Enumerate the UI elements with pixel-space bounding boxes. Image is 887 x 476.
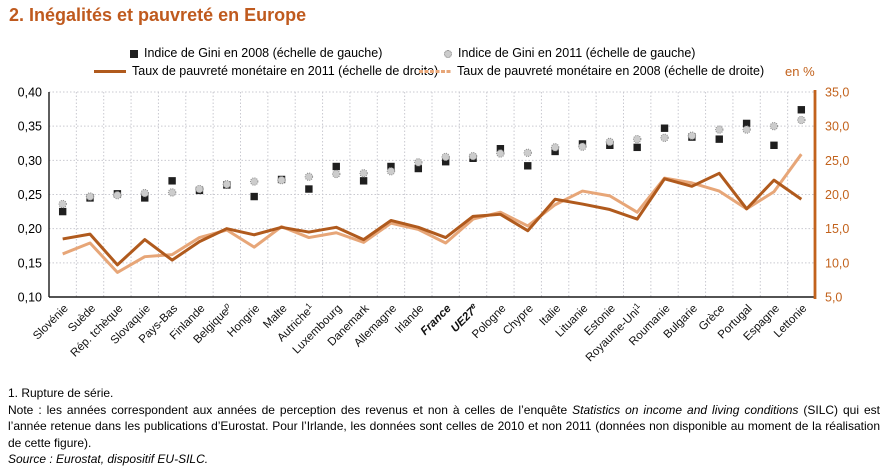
gini-2011-marker bbox=[58, 199, 67, 209]
figure-title: 2. Inégalités et pauvreté en Europe bbox=[9, 5, 307, 25]
gini-2011-marker bbox=[113, 190, 122, 200]
gini-2011-marker bbox=[414, 158, 423, 167]
note-text-prefix: Note : les années correspondent aux anné… bbox=[8, 402, 573, 417]
gini-2008-marker bbox=[770, 141, 778, 149]
gini-2008-marker bbox=[305, 185, 313, 193]
poverty-2008-line-icon bbox=[419, 70, 451, 74]
left-axis-tick: 0,25 bbox=[18, 188, 42, 202]
gini-2011-marker bbox=[140, 188, 149, 198]
gini-2011-marker bbox=[742, 125, 751, 134]
gini-2011-marker bbox=[277, 175, 286, 185]
gini-2008-marker bbox=[496, 145, 505, 153]
left-axis-tick: 0,40 bbox=[18, 86, 42, 100]
gini-2011-marker bbox=[523, 148, 532, 158]
gini-2011-marker bbox=[304, 172, 314, 181]
note-text-suffix: (SILC) qui est l’année retenue dans les … bbox=[8, 402, 880, 450]
left-axis-tick: 0,35 bbox=[18, 120, 42, 134]
gini-2008-marker bbox=[660, 124, 669, 132]
gini-2011-marker bbox=[441, 152, 450, 162]
gini-2011-marker bbox=[769, 121, 779, 131]
gini-2008-marker bbox=[441, 158, 450, 166]
legend-label-gini-2011: Indice de Gini en 2011 (échelle de gauch… bbox=[458, 46, 696, 60]
gini-2011-marker bbox=[550, 143, 560, 152]
gini-2011-marker bbox=[797, 115, 806, 125]
gini-2011-circle-icon bbox=[444, 49, 452, 58]
legend-item-gini-2011: Indice de Gini en 2011 (échelle de gauch… bbox=[444, 46, 695, 60]
x-axis-label: Slovénie bbox=[31, 303, 71, 343]
gini-2008-marker bbox=[551, 147, 559, 156]
gini-2008-marker bbox=[797, 106, 806, 114]
left-axis-tick: 0,15 bbox=[18, 256, 42, 270]
legend-label-gini-2008: Indice de Gini en 2008 (échelle de gauch… bbox=[144, 46, 383, 60]
gini-2011-markers bbox=[58, 115, 806, 209]
gini-2008-square-icon bbox=[130, 49, 138, 58]
legend-label-poverty-2008: Taux de pauvreté monétaire en 2008 (éche… bbox=[457, 64, 765, 78]
gini-2011-marker bbox=[167, 188, 177, 197]
left-axis-tick: 0,10 bbox=[18, 291, 42, 305]
gini-2011-marker bbox=[605, 137, 615, 147]
gini-2011-marker bbox=[715, 125, 724, 134]
gini-2008-marker bbox=[524, 162, 532, 170]
x-axis-label: Hongrie bbox=[225, 303, 262, 340]
chart-svg: 0,40 0,35 0,30 0,25 0,20 0,15 0,10 35,0 30,0 25,0… bbox=[18, 86, 850, 365]
gini-2008-marker bbox=[414, 164, 423, 173]
right-axis-tick-labels: 35,0 30,0 25,0 20,0 15,0 10,0 5,0 bbox=[825, 86, 849, 305]
right-axis-tick: 20,0 bbox=[825, 188, 849, 202]
footnote-series-break: 1. Rupture de série. bbox=[8, 386, 114, 400]
gridlines bbox=[49, 91, 815, 297]
left-axis-tick-labels: 0,40 0,35 0,30 0,25 0,20 0,15 0,10 bbox=[18, 86, 42, 305]
right-axis-tick: 10,0 bbox=[825, 256, 849, 270]
gini-2011-marker bbox=[195, 184, 204, 194]
gini-2011-marker bbox=[496, 149, 505, 158]
gini-2008-marker bbox=[141, 194, 149, 202]
gini-2011-marker bbox=[386, 167, 396, 176]
poverty-2011-line bbox=[62, 171, 803, 267]
gini-2011-marker bbox=[632, 134, 642, 144]
right-axis-tick: 35,0 bbox=[825, 86, 849, 100]
gini-2011-marker bbox=[332, 169, 341, 179]
gini-2008-marker bbox=[715, 135, 723, 143]
footnote-note: Note : les années correspondent aux anné… bbox=[8, 402, 880, 452]
gini-2008-marker bbox=[742, 119, 751, 128]
gini-2008-marker bbox=[633, 143, 641, 152]
left-axis-tick: 0,20 bbox=[18, 222, 42, 236]
gini-2008-marker bbox=[168, 177, 176, 185]
axes bbox=[48, 90, 817, 299]
footnote-source: Source : Eurostat, dispositif EU-SILC. bbox=[8, 452, 209, 466]
legend-item-poverty-2008: Taux de pauvreté monétaire en 2008 (éche… bbox=[419, 64, 764, 78]
gini-2008-marker bbox=[58, 207, 67, 216]
right-axis-tick: 5,0 bbox=[825, 291, 842, 305]
right-axis-tick: 15,0 bbox=[825, 222, 849, 236]
right-axis-tick: 25,0 bbox=[825, 154, 849, 168]
poverty-2011-line-icon bbox=[94, 70, 126, 74]
gini-2011-marker bbox=[359, 169, 368, 178]
x-axis-label: France bbox=[419, 302, 455, 338]
left-axis-tick: 0,30 bbox=[18, 154, 42, 168]
note-text-italic: Statistics on income and living conditio… bbox=[572, 402, 799, 417]
gini-2011-marker bbox=[222, 180, 232, 189]
x-axis-label: Chypre bbox=[501, 303, 536, 338]
gini-2011-marker bbox=[687, 131, 697, 140]
gini-2008-marker bbox=[250, 192, 258, 201]
chart: 0,40 0,35 0,30 0,25 0,20 0,15 0,10 35,0 30,0 25,0… bbox=[0, 84, 887, 384]
gini-2011-marker bbox=[85, 192, 95, 201]
legend-item-gini-2008: Indice de Gini en 2008 (échelle de gauch… bbox=[130, 46, 382, 60]
gini-2011-marker bbox=[660, 133, 669, 142]
gini-2011-marker bbox=[249, 177, 259, 186]
poverty-2008-line bbox=[62, 153, 803, 274]
legend-label-poverty-2011: Taux de pauvreté monétaire en 2011 (éche… bbox=[132, 64, 439, 78]
gini-2008-marker bbox=[387, 162, 395, 171]
gini-2011-marker bbox=[578, 142, 587, 151]
legend-item-poverty-2011: Taux de pauvreté monétaire en 2011 (éche… bbox=[94, 64, 438, 78]
footnotes: 1. Rupture de série. Note : les années c… bbox=[8, 385, 880, 468]
gini-2008-marker bbox=[359, 177, 368, 185]
right-axis-tick: 30,0 bbox=[825, 120, 849, 134]
right-axis-unit-label: en % bbox=[785, 64, 815, 79]
gini-2011-marker bbox=[468, 152, 478, 161]
gini-2008-marker bbox=[332, 162, 340, 171]
